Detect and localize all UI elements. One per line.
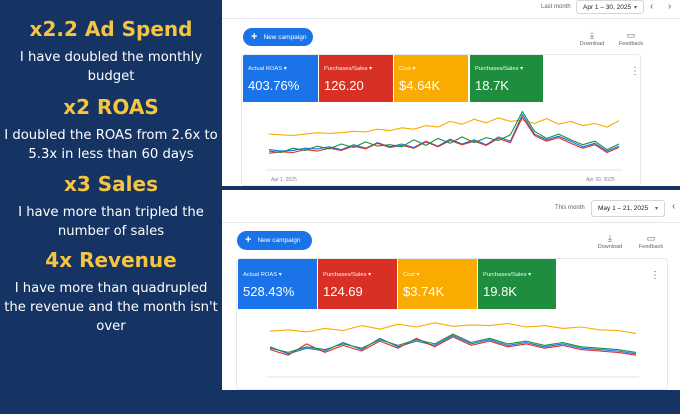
description-sales: I have more than tripled the number of s…: [18, 205, 204, 239]
metric-tile-sales[interactable]: Purchases/Sales ▾ 19.8K: [478, 259, 556, 309]
new-campaign-label: New campaign: [257, 237, 301, 244]
download-icon: ⤓: [590, 30, 594, 40]
metric-tile-roas[interactable]: Actual ROAS ▾ 403.76%: [243, 55, 318, 102]
feedback-button[interactable]: ▭ Feedback: [631, 232, 671, 250]
more-options-icon[interactable]: ⋮: [630, 66, 640, 77]
date-range-label: This month: [555, 205, 585, 211]
last-month-dashboard: Last month Apr 1 – 30, 2025 ▾ ‹ › + New …: [222, 0, 680, 186]
date-range-selector[interactable]: Apr 1 – 30, 2025 ▾: [576, 0, 644, 14]
metric-value: 19.8K: [483, 284, 517, 299]
metric-tile-purchases[interactable]: Purchases/Sales ▾ 124.69: [318, 259, 397, 309]
metric-value: 18.7K: [475, 78, 509, 93]
metric-tile-cost[interactable]: Cost ▾ $4.64K: [394, 55, 468, 102]
axis-end-date: Apr 30, 2025: [586, 177, 615, 183]
new-campaign-label: New campaign: [263, 33, 307, 41]
feedback-label: Feedback: [638, 244, 664, 250]
chevron-down-icon: ▾: [654, 206, 658, 212]
metric-value: 528.43%: [243, 284, 295, 299]
more-options-icon[interactable]: ⋮: [650, 270, 660, 281]
download-label: Download: [597, 244, 623, 250]
description-revenue: I have more than quadrupled the revenue …: [4, 281, 218, 334]
metric-label: Purchases/Sales: [483, 272, 527, 278]
date-range-value: May 1 – 21, 2025: [598, 205, 649, 212]
this-month-line-chart: [267, 322, 639, 378]
description-ad-spend: I have doubled the monthly budget: [19, 50, 203, 84]
metric-value: $3.74K: [403, 284, 445, 299]
footer-strip: [222, 390, 680, 414]
metric-tile-purchases[interactable]: Purchases/Sales ▾ 126.20: [319, 55, 393, 102]
chart-series-line-0: [269, 322, 637, 334]
left-text-column: x2.2 Ad Spend I have doubled the monthly…: [0, 0, 222, 414]
chevron-down-icon: ▾: [633, 4, 637, 11]
this-month-dashboard: This month May 1 – 21, 2025 ▾ ‹ + New ca…: [222, 190, 680, 390]
metric-tile-roas[interactable]: Actual ROAS ▾ 528.43%: [238, 259, 317, 309]
axis-start-date: Apr 1, 2025: [271, 177, 297, 183]
feedback-label: Feedback: [618, 41, 644, 47]
metric-label: Purchases/Sales: [475, 66, 519, 72]
headline-sales: x3 Sales: [63, 172, 158, 196]
download-button[interactable]: ⤓ Download: [572, 29, 612, 47]
metric-value: 124.69: [323, 284, 363, 299]
new-campaign-button[interactable]: + New campaign: [237, 231, 312, 250]
chart-series-line-1: [269, 334, 637, 355]
plus-icon: +: [245, 234, 252, 246]
headline-roas: x2 ROAS: [63, 95, 159, 119]
metric-value: 126.20: [324, 78, 364, 93]
performance-card: Actual ROAS ▾ 528.43% Purchases/Sales ▾ …: [236, 258, 668, 390]
metric-label: Purchases/Sales: [323, 272, 367, 278]
headline-revenue: 4x Revenue: [45, 248, 177, 272]
metric-label: Actual ROAS: [243, 272, 278, 278]
feedback-icon: ▭: [626, 30, 636, 40]
download-button[interactable]: ⤓ Download: [590, 232, 630, 250]
header-divider: [222, 222, 680, 223]
performance-card: Actual ROAS ▾ 403.76% Purchases/Sales ▾ …: [241, 54, 641, 186]
plus-icon: +: [251, 30, 258, 43]
last-month-line-chart: [266, 110, 622, 171]
download-icon: ⤓: [608, 233, 612, 243]
previous-period-icon[interactable]: ‹: [672, 201, 676, 212]
new-campaign-button[interactable]: + New campaign: [243, 28, 313, 46]
feedback-button[interactable]: ▭ Feedback: [611, 29, 651, 47]
metric-label: Actual ROAS: [248, 66, 283, 72]
metric-label: Purchases/Sales: [324, 66, 368, 72]
metric-tile-cost[interactable]: Cost ▾ $3.74K: [398, 259, 477, 309]
download-label: Download: [579, 41, 605, 47]
previous-period-icon[interactable]: ‹: [650, 1, 654, 12]
description-roas: I doubled the ROAS from 2.6x to 5.3x in …: [4, 128, 218, 162]
chart-series-line-2: [269, 336, 637, 356]
chart-series-line-3: [269, 333, 637, 353]
metric-value: 403.76%: [248, 78, 300, 93]
chart-series-line-1: [268, 113, 620, 152]
chart-series-line-0: [268, 117, 620, 137]
metric-value: $4.64K: [399, 78, 441, 93]
chart-series-line-3: [268, 110, 620, 154]
date-range-selector[interactable]: May 1 – 21, 2025 ▾: [591, 200, 665, 217]
header-divider: [222, 18, 680, 19]
metric-label: Cost: [403, 272, 415, 278]
next-period-icon[interactable]: ›: [668, 1, 672, 12]
metric-tile-sales[interactable]: Purchases/Sales ▾ 18.7K: [470, 55, 543, 102]
metric-label: Cost: [399, 66, 411, 72]
feedback-icon: ▭: [646, 233, 656, 243]
date-range-label: Last month: [541, 4, 571, 10]
date-range-value: Apr 1 – 30, 2025: [583, 3, 632, 11]
headline-ad-spend: x2.2 Ad Spend: [29, 17, 193, 41]
